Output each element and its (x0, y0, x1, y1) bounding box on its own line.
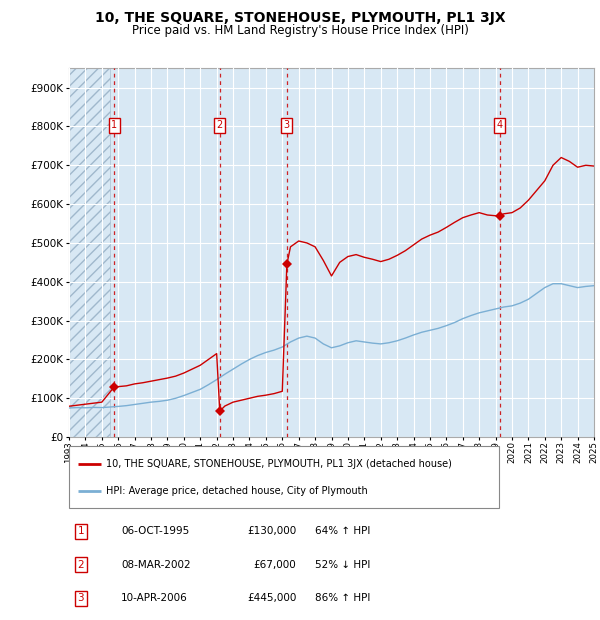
Text: 1: 1 (77, 526, 84, 536)
Text: 52% ↓ HPI: 52% ↓ HPI (315, 560, 371, 570)
Text: Price paid vs. HM Land Registry's House Price Index (HPI): Price paid vs. HM Land Registry's House … (131, 24, 469, 37)
Text: £445,000: £445,000 (247, 593, 296, 603)
Text: 10, THE SQUARE, STONEHOUSE, PLYMOUTH, PL1 3JX (detached house): 10, THE SQUARE, STONEHOUSE, PLYMOUTH, PL… (106, 459, 451, 469)
Text: 3: 3 (77, 593, 84, 603)
Text: 10-APR-2006: 10-APR-2006 (121, 593, 188, 603)
Text: £130,000: £130,000 (247, 526, 296, 536)
Text: 06-OCT-1995: 06-OCT-1995 (121, 526, 190, 536)
Text: 1: 1 (112, 120, 118, 130)
Text: 3: 3 (284, 120, 290, 130)
Text: £67,000: £67,000 (254, 560, 296, 570)
Text: 10, THE SQUARE, STONEHOUSE, PLYMOUTH, PL1 3JX: 10, THE SQUARE, STONEHOUSE, PLYMOUTH, PL… (95, 11, 505, 25)
Text: 08-MAR-2002: 08-MAR-2002 (121, 560, 191, 570)
Text: 2: 2 (77, 560, 84, 570)
FancyBboxPatch shape (69, 446, 499, 508)
Text: 64% ↑ HPI: 64% ↑ HPI (315, 526, 371, 536)
Text: HPI: Average price, detached house, City of Plymouth: HPI: Average price, detached house, City… (106, 486, 367, 496)
Text: 2: 2 (217, 120, 223, 130)
Text: 4: 4 (496, 120, 503, 130)
Text: 86% ↑ HPI: 86% ↑ HPI (315, 593, 371, 603)
